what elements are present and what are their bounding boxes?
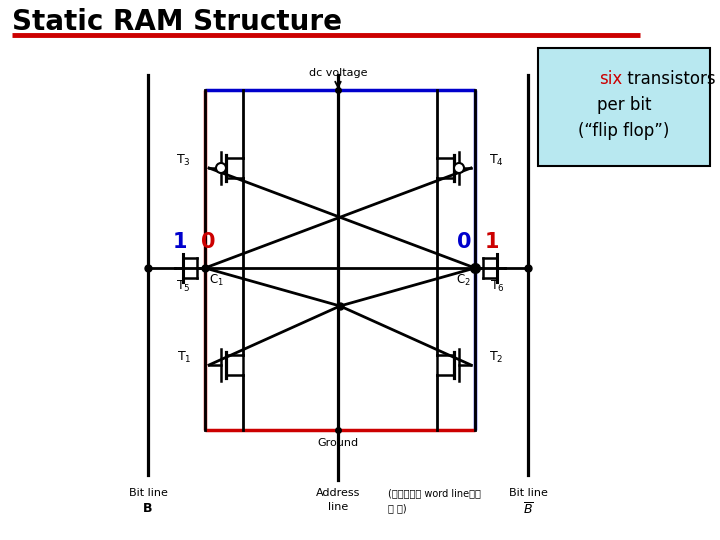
- Text: T$_3$: T$_3$: [176, 153, 191, 168]
- Text: T$_4$: T$_4$: [489, 153, 504, 168]
- Text: T$_6$: T$_6$: [490, 279, 505, 294]
- Text: $\overline{B}$: $\overline{B}$: [523, 502, 534, 517]
- Text: T$_2$: T$_2$: [489, 350, 503, 365]
- Text: line: line: [328, 502, 348, 512]
- Text: C$_2$: C$_2$: [456, 273, 471, 288]
- Text: B: B: [143, 502, 153, 515]
- Text: Bit line: Bit line: [129, 488, 168, 498]
- Text: six: six: [599, 70, 622, 88]
- Text: Address: Address: [316, 488, 360, 498]
- FancyBboxPatch shape: [538, 48, 710, 166]
- Text: Bit line: Bit line: [508, 488, 547, 498]
- Text: (“flip flop”): (“flip flop”): [578, 122, 670, 140]
- Text: dc voltage: dc voltage: [309, 68, 367, 78]
- Text: (일반적으로 word line이라: (일반적으로 word line이라: [388, 488, 481, 498]
- Text: Static RAM Structure: Static RAM Structure: [12, 8, 342, 36]
- Text: transistors: transistors: [622, 70, 716, 88]
- Text: Ground: Ground: [318, 438, 359, 448]
- Text: T$_5$: T$_5$: [176, 279, 190, 294]
- Text: 0: 0: [456, 232, 471, 252]
- Circle shape: [216, 163, 226, 173]
- Text: C$_1$: C$_1$: [209, 273, 224, 288]
- Text: 고 함): 고 함): [388, 503, 407, 513]
- Text: 1: 1: [485, 232, 500, 252]
- Text: 0: 0: [201, 232, 215, 252]
- Text: per bit: per bit: [597, 96, 652, 114]
- Text: 1: 1: [173, 232, 187, 252]
- Circle shape: [454, 163, 464, 173]
- Text: T$_1$: T$_1$: [176, 350, 191, 365]
